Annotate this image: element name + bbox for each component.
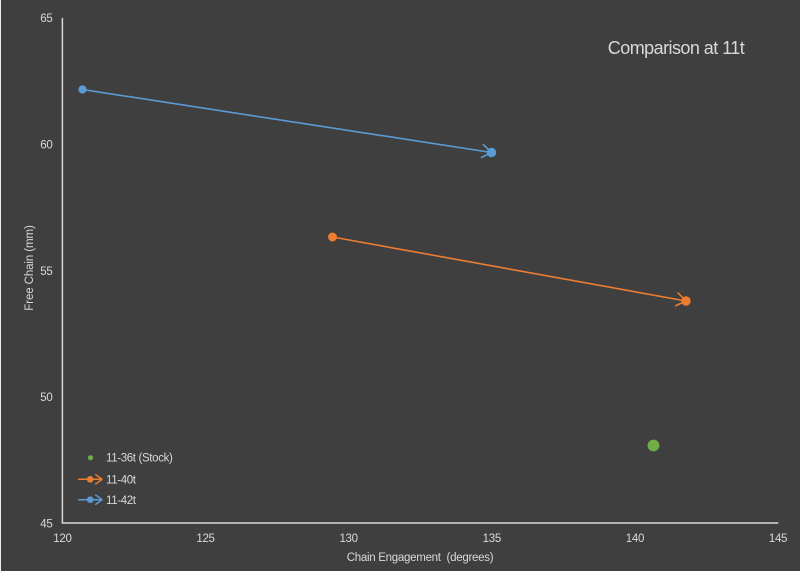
svg-text:11-40t: 11-40t xyxy=(106,474,137,486)
svg-text:145: 145 xyxy=(769,533,787,545)
svg-text:130: 130 xyxy=(339,533,357,545)
svg-text:45: 45 xyxy=(40,519,52,531)
svg-text:11-36t (Stock): 11-36t (Stock) xyxy=(106,453,173,465)
svg-text:60: 60 xyxy=(40,140,52,152)
svg-text:135: 135 xyxy=(483,533,501,545)
svg-text:50: 50 xyxy=(40,392,52,404)
svg-text:55: 55 xyxy=(40,266,52,278)
svg-text:65: 65 xyxy=(40,13,52,25)
svg-text:140: 140 xyxy=(626,533,644,545)
svg-text:Chain Engagement (degrees): Chain Engagement (degrees) xyxy=(347,552,494,564)
svg-text:Free Chain (mm): Free Chain (mm) xyxy=(24,225,36,311)
svg-text:Comparison at 11t: Comparison at 11t xyxy=(608,38,745,58)
svg-text:125: 125 xyxy=(196,533,214,545)
svg-text:11-42t: 11-42t xyxy=(106,495,137,507)
svg-text:120: 120 xyxy=(53,533,71,545)
